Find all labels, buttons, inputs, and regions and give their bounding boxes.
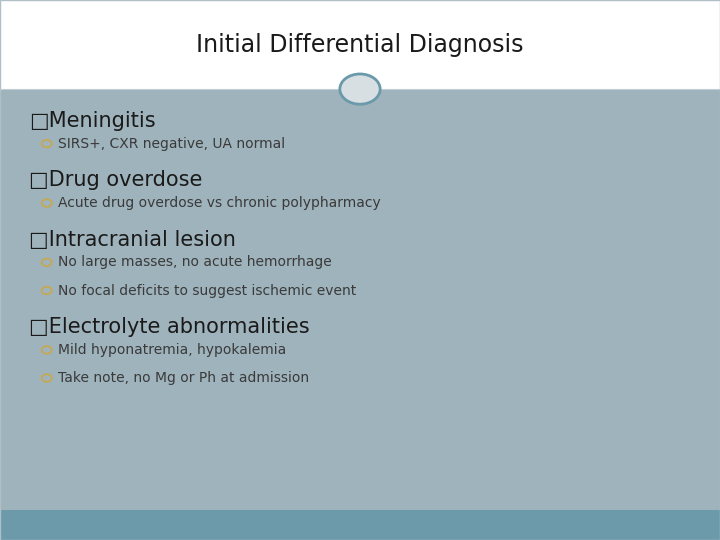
Text: Acute drug overdose vs chronic polypharmacy: Acute drug overdose vs chronic polypharm… xyxy=(58,196,380,210)
FancyBboxPatch shape xyxy=(0,89,720,510)
Text: □Intracranial lesion: □Intracranial lesion xyxy=(29,230,235,249)
Text: □Drug overdose: □Drug overdose xyxy=(29,170,202,190)
Text: SIRS+, CXR negative, UA normal: SIRS+, CXR negative, UA normal xyxy=(58,137,284,151)
Text: Mild hyponatremia, hypokalemia: Mild hyponatremia, hypokalemia xyxy=(58,343,286,357)
FancyBboxPatch shape xyxy=(0,0,720,89)
Text: □Electrolyte abnormalities: □Electrolyte abnormalities xyxy=(29,317,310,337)
Text: Initial Differential Diagnosis: Initial Differential Diagnosis xyxy=(197,32,523,57)
Text: No large masses, no acute hemorrhage: No large masses, no acute hemorrhage xyxy=(58,255,331,269)
FancyBboxPatch shape xyxy=(0,510,720,540)
Text: □Meningitis: □Meningitis xyxy=(29,111,156,131)
Text: No focal deficits to suggest ischemic event: No focal deficits to suggest ischemic ev… xyxy=(58,284,356,298)
Circle shape xyxy=(340,74,380,104)
Text: Take note, no Mg or Ph at admission: Take note, no Mg or Ph at admission xyxy=(58,371,309,385)
